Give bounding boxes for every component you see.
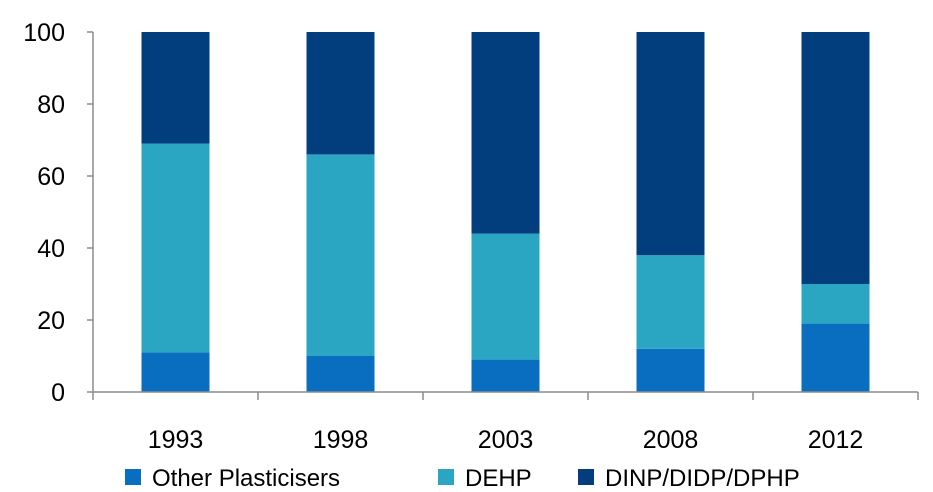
y-tick-label: 20 xyxy=(37,307,65,335)
legend: Other Plasticisers DEHP DINP/DIDP/DPHP xyxy=(125,465,800,492)
bar-2012-series-2 xyxy=(801,32,870,284)
legend-swatch-2 xyxy=(578,469,594,485)
x-axis-ticks: 1993 1998 2003 2008 2012 xyxy=(92,392,919,454)
y-tick-label: 80 xyxy=(37,91,65,119)
bar-1998-series-2 xyxy=(306,32,375,155)
legend-label-2: DINP/DIDP/DPHP xyxy=(605,465,800,492)
bar-2003-series-1 xyxy=(471,233,540,360)
bar-1993-series-2 xyxy=(141,32,210,144)
bar-1998-series-1 xyxy=(306,154,375,356)
bar-2012-series-1 xyxy=(801,284,870,324)
y-axis-ticks: 0 20 40 60 80 100 xyxy=(23,19,93,407)
bar-2003-series-2 xyxy=(471,32,540,234)
legend-label-1: DEHP xyxy=(465,465,532,492)
bars-group xyxy=(141,32,870,392)
bar-1998-series-0 xyxy=(306,356,375,392)
x-tick-label-1998: 1998 xyxy=(313,426,369,454)
x-tick-label-2012: 2012 xyxy=(808,426,864,454)
bar-2003-series-0 xyxy=(471,359,540,392)
y-tick-label: 0 xyxy=(51,379,65,407)
legend-swatch-0 xyxy=(125,469,141,485)
bar-2008-series-1 xyxy=(636,255,705,349)
bar-1993-series-0 xyxy=(141,352,210,392)
x-tick-label-2008: 2008 xyxy=(643,426,699,454)
bar-1993-series-1 xyxy=(141,143,210,353)
y-tick-label: 100 xyxy=(23,19,65,47)
y-tick-label: 60 xyxy=(37,163,65,191)
legend-swatch-1 xyxy=(438,469,454,485)
bar-2008-series-0 xyxy=(636,348,705,392)
bar-2012-series-0 xyxy=(801,323,870,392)
legend-label-0: Other Plasticisers xyxy=(152,465,340,492)
x-tick-label-1993: 1993 xyxy=(148,426,204,454)
x-tick-label-2003: 2003 xyxy=(478,426,534,454)
bar-2008-series-2 xyxy=(636,32,705,256)
y-tick-label: 40 xyxy=(37,235,65,263)
